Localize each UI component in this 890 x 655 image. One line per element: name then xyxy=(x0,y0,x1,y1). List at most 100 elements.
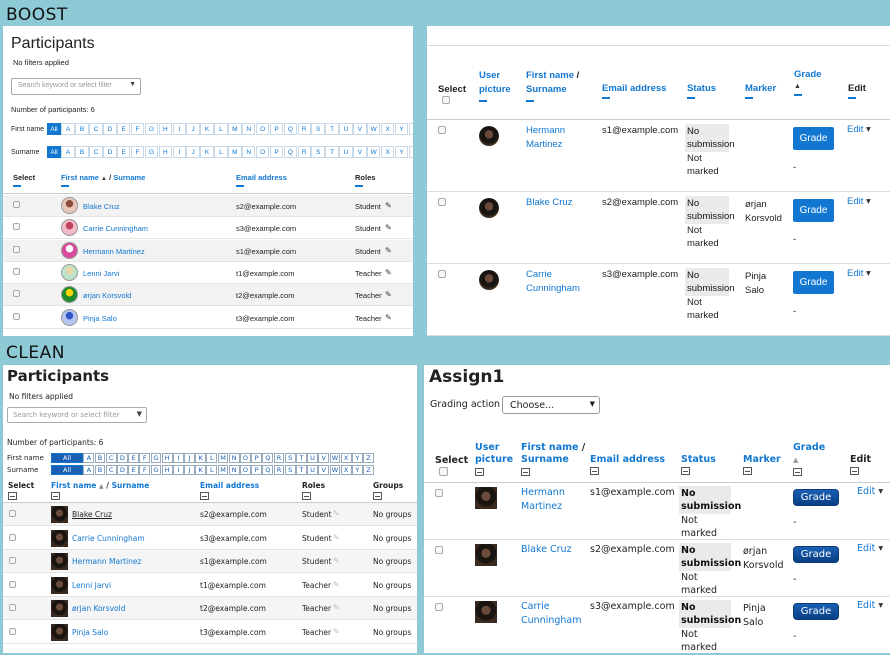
first-name-letter[interactable]: W xyxy=(329,453,341,463)
student-name-link[interactable]: Hermann Martinez xyxy=(521,486,565,514)
surname-sort[interactable]: Surname xyxy=(526,84,567,95)
collapse-icon[interactable] xyxy=(687,97,695,99)
user-picture-header[interactable]: User picture xyxy=(479,69,511,102)
collapse-icon[interactable] xyxy=(479,100,487,102)
collapse-icon[interactable] xyxy=(373,492,382,500)
name-header[interactable]: First name ▲ / Surname xyxy=(61,173,145,187)
collapse-icon[interactable] xyxy=(61,185,69,187)
row-checkbox[interactable] xyxy=(9,557,16,564)
pencil-icon[interactable]: ✎ xyxy=(385,245,392,255)
first-name-letter[interactable]: G xyxy=(150,453,162,463)
row-checkbox[interactable] xyxy=(9,533,16,541)
first-name-letter[interactable]: D xyxy=(116,453,128,463)
participant-name-link[interactable]: Pinja Salo xyxy=(83,313,117,323)
edit-menu[interactable]: Edit ▾ xyxy=(847,124,871,135)
name-header[interactable]: First name / Surname xyxy=(521,442,585,480)
marker-header[interactable]: Marker xyxy=(745,83,776,99)
student-first-name[interactable]: Hermann xyxy=(521,487,565,498)
surname-letter[interactable]: O xyxy=(255,146,270,158)
first-name-letter[interactable]: D xyxy=(103,123,117,135)
first-name-letter[interactable]: Y xyxy=(351,453,363,463)
row-checkbox[interactable] xyxy=(13,201,20,208)
select-all-checkbox[interactable] xyxy=(439,467,448,476)
edit-label[interactable]: Edit xyxy=(857,486,876,497)
first-name-letter[interactable]: A xyxy=(61,123,75,135)
grade-button[interactable]: Grade xyxy=(793,489,839,506)
row-checkbox[interactable] xyxy=(9,604,16,611)
student-first-name[interactable]: Blake Cruz xyxy=(526,197,573,208)
surname-letter[interactable]: P xyxy=(251,465,262,475)
row-checkbox[interactable] xyxy=(435,546,443,554)
surname-letter[interactable]: B xyxy=(94,465,106,475)
first-name-letter[interactable]: E xyxy=(128,453,139,463)
pencil-icon[interactable]: ✎ xyxy=(333,603,340,612)
grade-button[interactable]: Grade xyxy=(793,127,834,150)
row-checkbox[interactable] xyxy=(13,290,20,298)
pencil-icon[interactable]: ✎ xyxy=(385,312,392,322)
first-name-letter[interactable]: M xyxy=(217,453,229,463)
edit-menu[interactable]: Edit ▾ xyxy=(857,486,883,497)
email-header-label[interactable]: Email address xyxy=(590,454,666,465)
surname-letter[interactable]: Q xyxy=(262,465,274,475)
first-name-letter[interactable]: W xyxy=(366,123,381,135)
first-name-letter[interactable]: H xyxy=(161,453,173,463)
participant-name-link[interactable]: Blake Cruz xyxy=(83,202,120,211)
collapse-icon[interactable] xyxy=(590,467,599,475)
surname-letter[interactable]: D xyxy=(116,465,128,475)
surname-letter[interactable]: C xyxy=(89,146,103,158)
surname-letter[interactable]: E xyxy=(128,465,139,475)
surname-letter[interactable]: J xyxy=(184,465,195,475)
surname-letter[interactable]: S xyxy=(311,146,325,158)
marker-header[interactable]: Marker xyxy=(743,454,781,478)
student-surname[interactable]: Martinez xyxy=(521,501,563,512)
surname-letter[interactable]: K xyxy=(195,465,207,475)
name-header[interactable]: First name / Surname xyxy=(526,69,579,102)
edit-menu[interactable]: Edit ▾ xyxy=(847,196,871,207)
surname-letter[interactable]: U xyxy=(339,146,353,158)
surname-sort[interactable]: Surname xyxy=(113,173,146,182)
user-picture-label-2[interactable]: picture xyxy=(475,454,514,465)
user-picture-label-1[interactable]: User xyxy=(479,70,501,81)
first-name-letter[interactable]: T xyxy=(325,123,339,135)
pencil-icon[interactable]: ✎ xyxy=(333,626,340,636)
edit-label[interactable]: Edit xyxy=(847,268,864,279)
collapse-icon[interactable] xyxy=(355,185,363,187)
grade-header[interactable]: Grade ▲ xyxy=(793,442,825,480)
participant-name-link[interactable]: Hermann Martinez xyxy=(72,557,142,566)
student-first-name[interactable]: Carrie xyxy=(521,601,550,612)
first-name-letter[interactable]: I xyxy=(172,453,184,463)
surname-letter[interactable]: X xyxy=(340,465,352,475)
surname-letter[interactable]: F xyxy=(139,465,151,475)
first-name-all[interactable]: All xyxy=(47,123,61,135)
surname-letter[interactable]: B xyxy=(75,146,89,158)
surname-letter[interactable]: Y xyxy=(351,465,363,475)
first-name-letter[interactable]: U xyxy=(307,453,318,463)
row-checkbox[interactable] xyxy=(9,580,16,588)
surname-letter[interactable]: V xyxy=(318,465,330,475)
participant-name-link[interactable]: Pinja Salo xyxy=(72,627,109,637)
first-name-letter[interactable]: K xyxy=(195,453,207,463)
first-name-letter[interactable]: Q xyxy=(283,123,298,135)
participant-name-link[interactable]: Lenni Jarvi xyxy=(72,580,112,590)
participant-name-link[interactable]: Carrie Cunningham xyxy=(72,533,145,543)
grade-button[interactable]: Grade xyxy=(793,603,839,620)
first-name-letter[interactable]: B xyxy=(94,453,106,463)
first-name-letter[interactable]: J xyxy=(186,123,200,135)
first-name-letter[interactable]: Z xyxy=(408,123,413,135)
first-name-letter[interactable]: N xyxy=(241,123,256,135)
student-first-name[interactable]: Hermann xyxy=(526,125,566,136)
row-checkbox[interactable] xyxy=(438,198,446,206)
first-name-letter[interactable]: L xyxy=(206,453,218,463)
first-name-letter[interactable]: A xyxy=(83,453,95,463)
pencil-icon[interactable]: ✎ xyxy=(385,201,392,210)
first-name-letter[interactable]: O xyxy=(255,123,270,135)
pencil-icon[interactable]: ✎ xyxy=(333,579,340,589)
first-name-letter[interactable]: L xyxy=(214,123,228,135)
surname-sort[interactable]: Surname xyxy=(111,481,150,490)
status-header[interactable]: Status xyxy=(681,454,716,478)
collapse-icon[interactable] xyxy=(236,185,244,187)
first-name-letter[interactable]: K xyxy=(200,123,214,135)
surname-letter[interactable]: F xyxy=(130,146,145,158)
first-name-letter[interactable]: M xyxy=(228,123,242,135)
surname-letter[interactable]: N xyxy=(241,146,256,158)
